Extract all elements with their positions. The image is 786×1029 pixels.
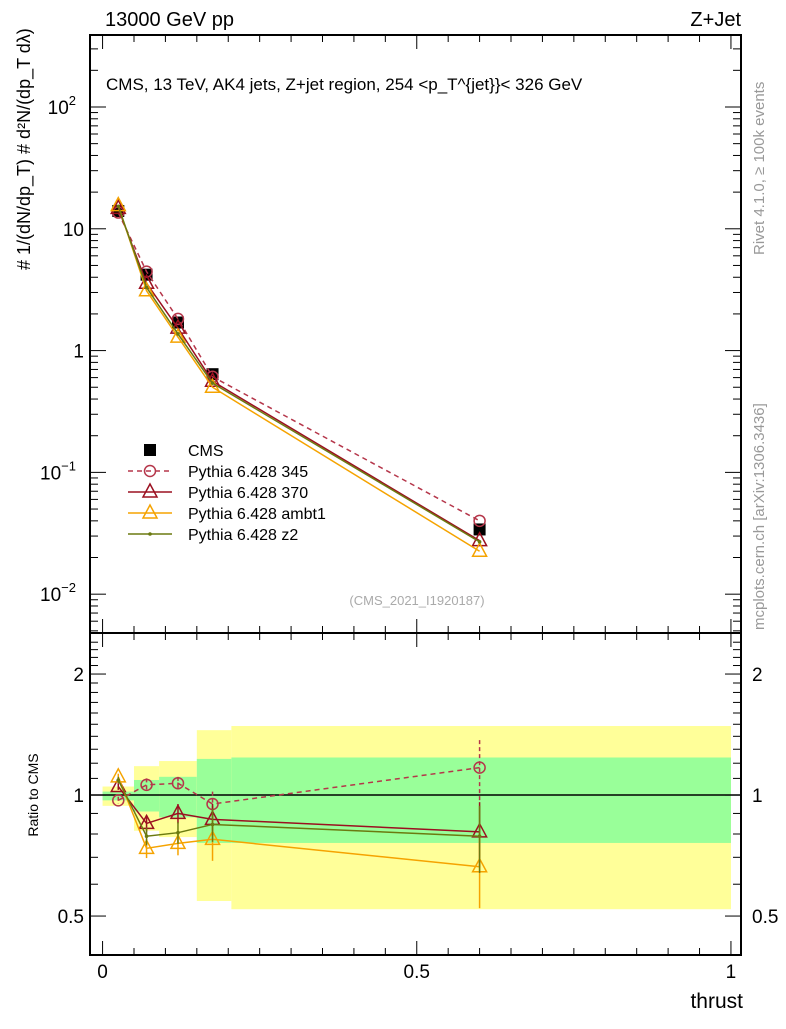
data-point <box>473 514 486 528</box>
legend-marker <box>141 482 159 498</box>
x-tick-label: 0.5 <box>404 962 430 983</box>
legend-label: Pythia 6.428 370 <box>188 485 308 502</box>
rivet-label: Rivet 4.1.0, ≥ 100k events <box>751 82 768 255</box>
x-axis-label: thrust <box>690 990 743 1013</box>
data-point <box>473 523 486 536</box>
data-point <box>116 778 121 782</box>
legend-label: Pythia 6.428 345 <box>188 464 308 481</box>
stat-uncertainty-band <box>231 757 731 843</box>
ratio-y-tick-label-right: 1 <box>752 786 763 807</box>
data-point <box>169 803 187 820</box>
data-point <box>140 778 153 792</box>
data-point <box>473 761 486 774</box>
ratio-frame <box>89 632 742 956</box>
legend-marker <box>143 464 157 478</box>
ratio-y-tick-label: 2 <box>73 665 84 686</box>
ratio-y-tick-label: 0.5 <box>58 907 84 928</box>
stat-uncertainty-band <box>102 791 134 801</box>
series-line-1 <box>117 212 480 522</box>
y-tick-label: 1 <box>73 342 84 363</box>
data-point <box>204 829 221 846</box>
data-point <box>210 381 215 385</box>
chart-title: CMS, 13 TeV, AK4 jets, Z+jet region, 254… <box>106 75 583 94</box>
data-point <box>110 198 127 215</box>
x-tick-label: 0 <box>97 962 108 983</box>
data-point <box>144 285 149 290</box>
data-point <box>210 822 215 827</box>
data-point <box>169 327 187 343</box>
data-point <box>110 196 127 212</box>
data-point <box>138 838 155 855</box>
mcplots-label: mcplots.cern.ch [arXiv:1306.3436] <box>751 403 768 630</box>
x-tick-label: 1 <box>726 962 737 983</box>
legend-label: Pythia 6.428 z2 <box>188 527 298 544</box>
ratio-y-tick-label: 1 <box>73 786 84 807</box>
data-point <box>477 540 482 544</box>
header-right: Z+Jet <box>690 9 741 31</box>
legend-marker <box>144 444 156 456</box>
main-ylabel: # 1/(dN/dp_T) # d²N/(dp_T dλ) <box>14 28 35 270</box>
legend-marker <box>148 532 152 536</box>
y-tick-label: 10−1 <box>40 458 76 484</box>
stat-uncertainty-band <box>196 758 232 843</box>
data-point <box>112 794 125 807</box>
ratio-y-tick-label-right: 0.5 <box>752 907 778 928</box>
y-tick-label: 10 <box>63 220 84 241</box>
ratio-y-tick-label-right: 2 <box>752 665 763 686</box>
header-left: 13000 GeV pp <box>105 9 234 31</box>
y-tick-label: 10−2 <box>40 580 76 606</box>
data-point <box>477 834 482 838</box>
data-point <box>144 834 149 838</box>
data-point <box>176 332 180 336</box>
data-point <box>116 204 121 209</box>
legend-label: Pythia 6.428 ambt1 <box>188 506 326 523</box>
series-line-0 <box>117 766 480 805</box>
data-point <box>138 281 155 297</box>
data-point <box>169 833 187 850</box>
data-point <box>471 541 488 558</box>
data-point <box>171 776 185 790</box>
data-point <box>171 312 185 326</box>
watermark: (CMS_2021_I1920187) <box>349 593 484 608</box>
ratio-ylabel: Ratio to CMS <box>25 753 41 836</box>
data-point <box>176 830 180 835</box>
legend-label: CMS <box>188 443 224 460</box>
legend-marker <box>141 503 159 519</box>
y-tick-label: 102 <box>48 93 76 119</box>
